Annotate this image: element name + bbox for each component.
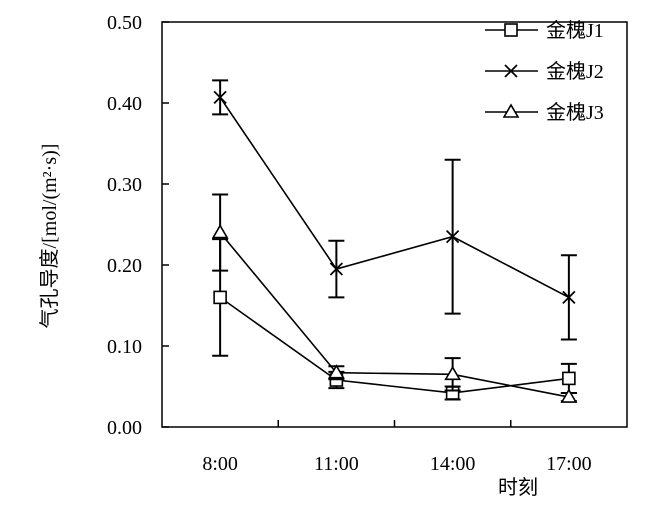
marker-stroke — [445, 230, 460, 244]
data-point — [211, 224, 229, 239]
legend-label: 金槐J3 — [546, 101, 604, 124]
x-tick-label: 17:00 — [546, 453, 592, 475]
x-tick-label: 8:00 — [202, 453, 238, 475]
x-tick-label: 14:00 — [430, 453, 476, 475]
legend-marker — [504, 23, 518, 37]
x-tick-label: 11:00 — [314, 453, 359, 475]
series-2 — [212, 79, 577, 341]
series-line — [219, 96, 570, 299]
data-point — [562, 290, 576, 305]
data-point — [562, 371, 576, 386]
legend-marker — [504, 64, 518, 78]
y-tick-label: 0.40 — [107, 93, 142, 115]
y-axis-title: 气孔导度/[mol/(m²·s)] — [38, 144, 61, 329]
data-point — [213, 90, 227, 104]
legend-item: 金槐J2 — [485, 60, 604, 83]
data-point — [444, 365, 462, 381]
legend: 金槐J1 金槐J2 金槐J3 — [485, 19, 604, 124]
x-axis-title: 时刻 — [498, 476, 538, 499]
legend-label: 金槐J1 — [546, 19, 604, 42]
series-line — [219, 296, 569, 394]
y-tick-label: 0.50 — [107, 12, 142, 34]
series-1 — [212, 238, 577, 401]
marker-stroke — [213, 90, 227, 104]
data-point — [445, 230, 460, 244]
legend-item: 金槐J1 — [485, 19, 604, 42]
plot-area: 0.00 0.10 0.20 0.30 0.40 0.50 8:00 11:00 14:00 17… — [107, 12, 628, 475]
marker-stroke — [562, 290, 576, 305]
data-point — [329, 262, 344, 276]
marker-stroke — [504, 64, 518, 78]
y-tick-label: 0.10 — [107, 336, 142, 358]
data-point — [213, 290, 227, 305]
marker-stroke — [329, 262, 344, 276]
series-layer — [211, 79, 578, 403]
legend-label: 金槐J2 — [546, 60, 604, 83]
y-tick-label: 0.20 — [107, 255, 142, 277]
legend-item: 金槐J3 — [485, 101, 604, 124]
series-line — [219, 232, 570, 398]
data-point — [327, 364, 345, 379]
y-tick-label: 0.00 — [107, 417, 142, 439]
legend-marker — [502, 103, 520, 118]
series-3 — [211, 193, 578, 403]
data-point — [560, 388, 578, 403]
y-tick-label: 0.30 — [107, 174, 142, 196]
